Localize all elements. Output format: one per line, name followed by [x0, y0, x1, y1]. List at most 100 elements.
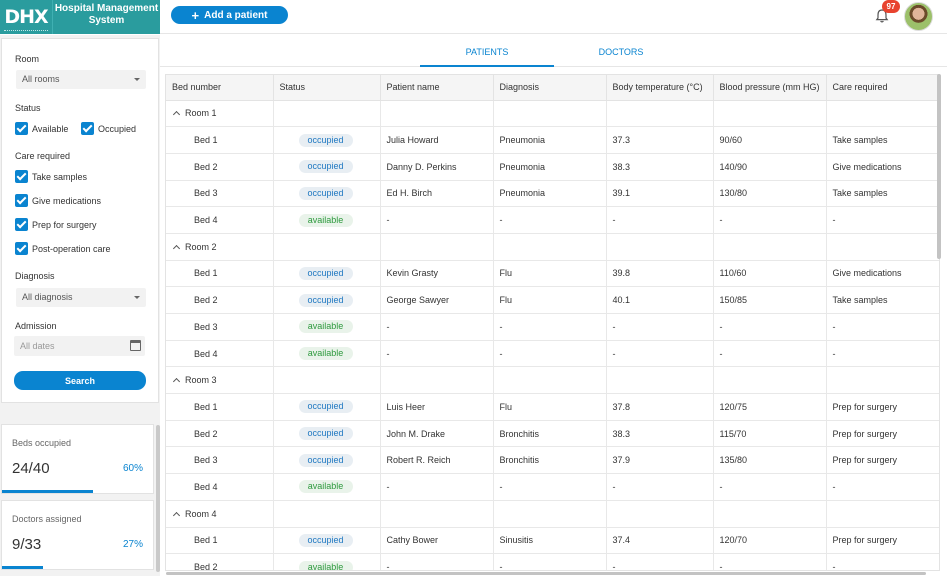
temperature-cell[interactable]: 39.1: [606, 180, 714, 208]
diagnosis-cell[interactable]: Flu: [493, 260, 607, 288]
blood-pressure-cell[interactable]: 150/85: [713, 286, 827, 314]
table-row[interactable]: Bed 1 occupied Cathy Bower Sinusitis 37.4 120…: [166, 527, 939, 555]
temperature-cell[interactable]: -: [606, 473, 714, 501]
bed-number-cell[interactable]: Bed 1: [166, 393, 274, 421]
tab-doctors[interactable]: DOCTORS: [598, 47, 644, 57]
blood-pressure-cell[interactable]: 110/60: [713, 260, 827, 288]
patient-name-cell[interactable]: Julia Howard: [380, 126, 494, 154]
status-cell[interactable]: available: [273, 553, 381, 570]
column-header[interactable]: Status: [273, 75, 381, 101]
diagnosis-cell[interactable]: -: [493, 340, 607, 368]
bed-number-cell[interactable]: Bed 1: [166, 126, 274, 154]
table-row[interactable]: Bed 1 occupied Kevin Grasty Flu 39.8 110/60 Gi…: [166, 260, 939, 288]
diagnosis-cell[interactable]: -: [493, 553, 607, 570]
chevron-up-icon[interactable]: [172, 378, 181, 386]
table-row[interactable]: Bed 1 occupied Luis Heer Flu 37.8 120/75 Prep …: [166, 393, 939, 421]
room-group-row[interactable]: Room 2: [166, 233, 939, 261]
temperature-cell[interactable]: 37.4: [606, 527, 714, 555]
patient-name-cell[interactable]: -: [380, 313, 494, 341]
column-header[interactable]: Patient name: [380, 75, 494, 101]
blood-pressure-cell[interactable]: 130/80: [713, 180, 827, 208]
room-group-row[interactable]: Room 3: [166, 366, 939, 395]
room-group-row[interactable]: Room 1: [166, 100, 939, 128]
patient-name-cell[interactable]: -: [380, 473, 494, 501]
chevron-up-icon[interactable]: [172, 244, 181, 252]
patient-name-cell[interactable]: John M. Drake: [380, 420, 494, 448]
patient-name-cell[interactable]: Ed H. Birch: [380, 180, 494, 208]
blood-pressure-cell[interactable]: -: [713, 206, 827, 234]
diagnosis-cell[interactable]: -: [493, 206, 607, 234]
patient-name-cell[interactable]: Kevin Grasty: [380, 260, 494, 288]
status-cell[interactable]: available: [273, 313, 381, 341]
diagnosis-cell[interactable]: Pneumonia: [493, 153, 607, 181]
status-cell[interactable]: occupied: [273, 260, 381, 288]
bed-number-cell[interactable]: Bed 3: [166, 446, 274, 475]
care-required-cell[interactable]: -: [826, 313, 939, 341]
table-row[interactable]: Bed 3 occupied Robert R. Reich Bronchitis 37…: [166, 446, 939, 475]
care-required-cell[interactable]: -: [826, 553, 939, 570]
blood-pressure-cell[interactable]: 135/80: [713, 446, 827, 475]
table-row[interactable]: Bed 3 available - - - - -: [166, 313, 939, 341]
temperature-cell[interactable]: -: [606, 340, 714, 368]
diagnosis-select[interactable]: All diagnosis: [16, 288, 146, 307]
add-patient-button[interactable]: + Add a patient: [171, 6, 288, 24]
blood-pressure-cell[interactable]: 120/75: [713, 393, 827, 421]
care-required-cell[interactable]: Take samples: [826, 126, 939, 154]
patient-name-cell[interactable]: Danny D. Perkins: [380, 153, 494, 181]
bed-number-cell[interactable]: Bed 4: [166, 206, 274, 234]
care-required-cell[interactable]: -: [826, 206, 939, 234]
temperature-cell[interactable]: -: [606, 313, 714, 341]
patient-name-cell[interactable]: Luis Heer: [380, 393, 494, 421]
diagnosis-cell[interactable]: Sinusitis: [493, 527, 607, 555]
blood-pressure-cell[interactable]: 120/70: [713, 527, 827, 555]
diagnosis-cell[interactable]: -: [493, 313, 607, 341]
blood-pressure-cell[interactable]: 140/90: [713, 153, 827, 181]
care-required-cell[interactable]: Give medications: [826, 260, 939, 288]
temperature-cell[interactable]: 39.8: [606, 260, 714, 288]
temperature-cell[interactable]: 38.3: [606, 420, 714, 448]
table-row[interactable]: Bed 2 occupied George Sawyer Flu 40.1 150/85 T…: [166, 286, 939, 314]
care-required-cell[interactable]: -: [826, 340, 939, 368]
status-cell[interactable]: occupied: [273, 153, 381, 181]
blood-pressure-cell[interactable]: -: [713, 473, 827, 501]
chevron-up-icon[interactable]: [172, 511, 181, 519]
care-required-cell[interactable]: Prep for surgery: [826, 527, 939, 555]
prep-surgery-checkbox[interactable]: Prep for surgery: [15, 218, 97, 231]
bed-number-cell[interactable]: Bed 1: [166, 527, 274, 555]
patient-name-cell[interactable]: -: [380, 206, 494, 234]
grid-horizontal-scrollbar[interactable]: [166, 572, 926, 575]
bed-number-cell[interactable]: Bed 4: [166, 473, 274, 501]
temperature-cell[interactable]: 37.8: [606, 393, 714, 421]
status-cell[interactable]: occupied: [273, 126, 381, 154]
table-row[interactable]: Bed 4 available - - - - -: [166, 473, 939, 501]
column-header[interactable]: Bed number: [166, 75, 274, 101]
bed-number-cell[interactable]: Bed 2: [166, 420, 274, 448]
temperature-cell[interactable]: 38.3: [606, 153, 714, 181]
admission-date-input[interactable]: All dates: [14, 336, 145, 356]
table-row[interactable]: Bed 4 available - - - - -: [166, 206, 939, 234]
diagnosis-cell[interactable]: Bronchitis: [493, 420, 607, 448]
diagnosis-cell[interactable]: -: [493, 473, 607, 501]
room-group-cell[interactable]: Room 1: [166, 100, 274, 128]
temperature-cell[interactable]: -: [606, 206, 714, 234]
bed-number-cell[interactable]: Bed 4: [166, 340, 274, 368]
bed-number-cell[interactable]: Bed 2: [166, 553, 274, 570]
bed-number-cell[interactable]: Bed 3: [166, 313, 274, 341]
give-medications-checkbox[interactable]: Give medications: [15, 194, 101, 207]
diagnosis-cell[interactable]: Bronchitis: [493, 446, 607, 475]
room-group-cell[interactable]: Room 3: [166, 366, 274, 395]
occupied-checkbox[interactable]: Occupied: [81, 122, 136, 135]
status-cell[interactable]: occupied: [273, 180, 381, 208]
available-checkbox[interactable]: Available: [15, 122, 68, 135]
care-required-cell[interactable]: Take samples: [826, 180, 939, 208]
temperature-cell[interactable]: 37.9: [606, 446, 714, 475]
room-group-cell[interactable]: Room 2: [166, 233, 274, 261]
bed-number-cell[interactable]: Bed 2: [166, 286, 274, 314]
user-avatar[interactable]: [904, 2, 933, 31]
room-group-cell[interactable]: Room 4: [166, 500, 274, 528]
blood-pressure-cell[interactable]: -: [713, 553, 827, 570]
status-cell[interactable]: occupied: [273, 446, 381, 475]
status-cell[interactable]: occupied: [273, 393, 381, 421]
diagnosis-cell[interactable]: Pneumonia: [493, 126, 607, 154]
column-header[interactable]: Body temperature (°C): [606, 75, 714, 101]
